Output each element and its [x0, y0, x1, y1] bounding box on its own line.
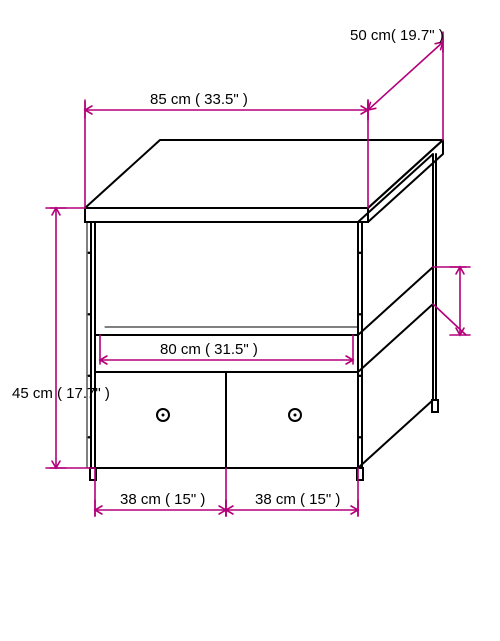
- svg-text:45 cm ( 17.7" ): 45 cm ( 17.7" ): [12, 385, 110, 402]
- svg-text:80 cm ( 31.5" ): 80 cm ( 31.5" ): [160, 341, 258, 358]
- svg-text:50 cm( 19.7" ): 50 cm( 19.7" ): [350, 27, 444, 44]
- dimension-lines: [50, 36, 466, 516]
- svg-text:38 cm ( 15" ): 38 cm ( 15" ): [120, 491, 205, 508]
- furniture-drawing: [85, 140, 443, 480]
- svg-text:85 cm ( 33.5" ): 85 cm ( 33.5" ): [150, 91, 248, 108]
- svg-text:38 cm ( 15" ): 38 cm ( 15" ): [255, 491, 340, 508]
